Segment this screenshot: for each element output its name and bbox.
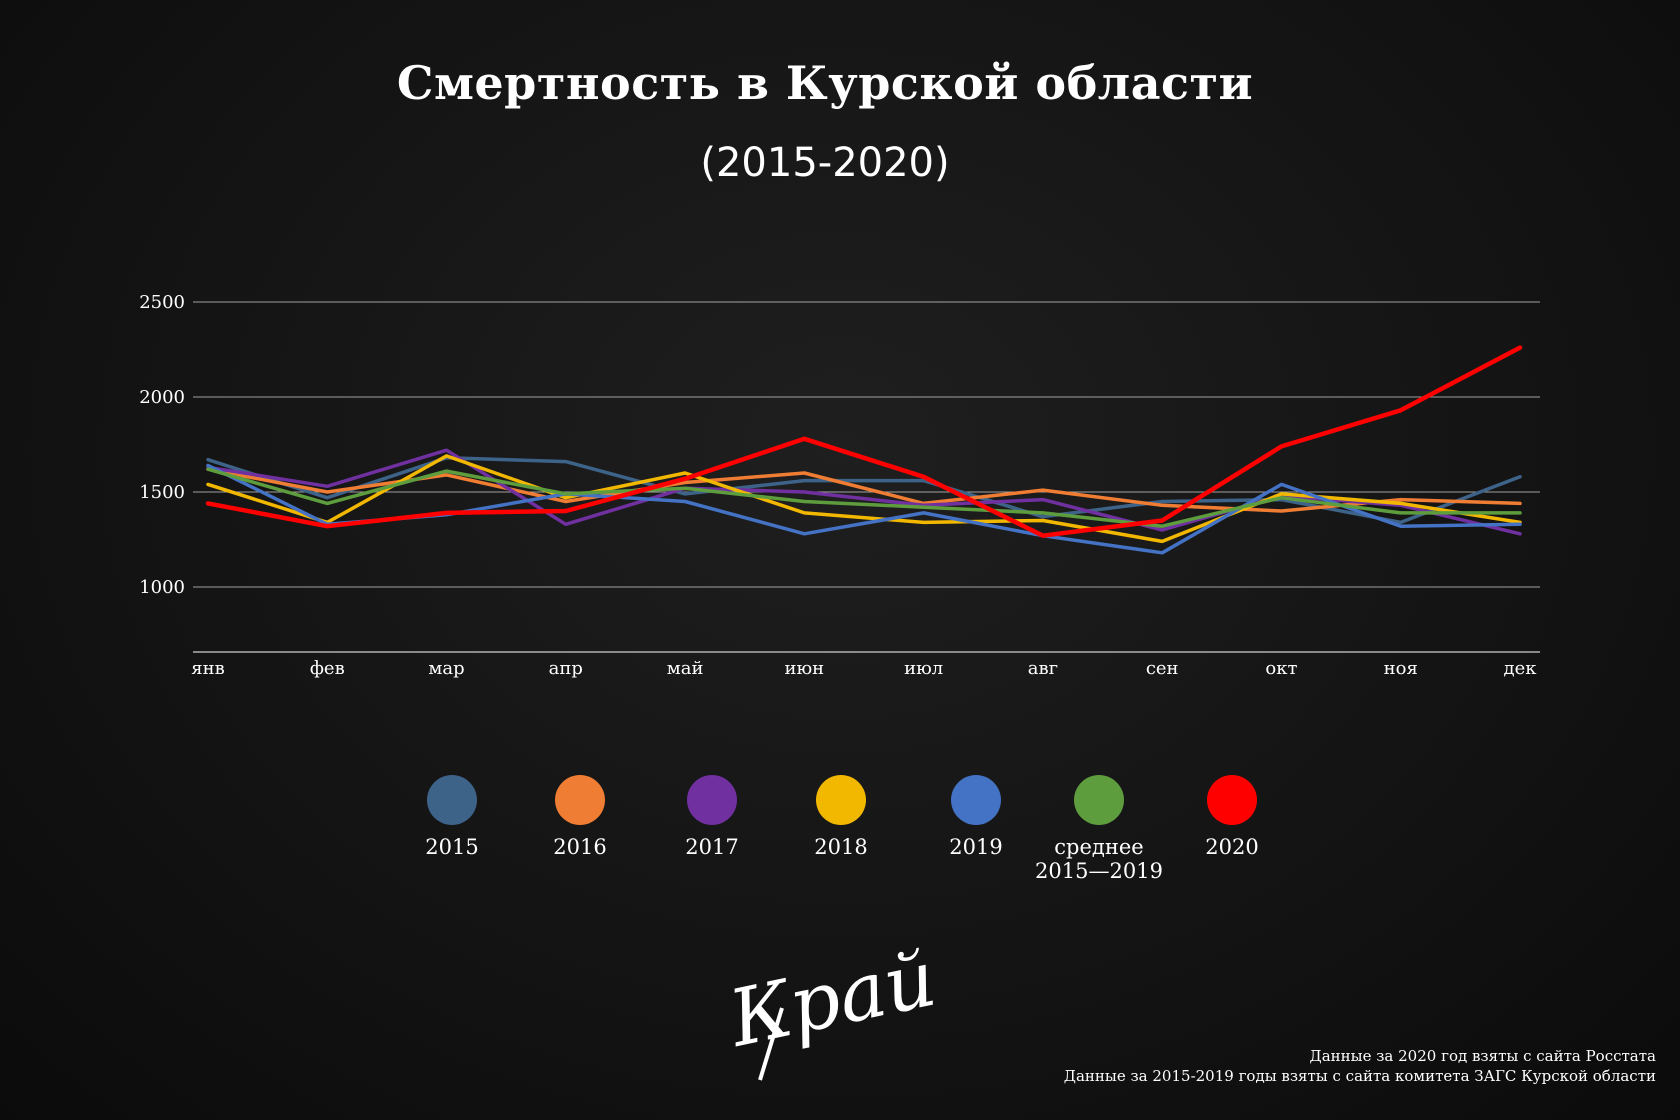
y-tick-label-2000: 2000 xyxy=(139,387,185,408)
series-line-среднее-2015-2019 xyxy=(206,467,1522,528)
legend-swatch xyxy=(687,775,737,825)
logo-text: Край xyxy=(720,934,943,1065)
source-line-rosstat: Данные за 2020 год взяты с сайта Росстат… xyxy=(1309,1047,1656,1065)
legend-label: 2016 xyxy=(553,835,607,859)
series-line-2018 xyxy=(206,454,1522,544)
data-source-note: Данные за 2020 год взяты с сайта Росстат… xyxy=(1064,1046,1656,1086)
x-tick-label-апр: апр xyxy=(549,658,583,679)
legend-swatch xyxy=(1074,775,1124,825)
legend-label: 2017 xyxy=(685,835,739,859)
legend-item-2015: 2015 xyxy=(372,775,532,859)
x-tick-label-май: май xyxy=(667,658,704,679)
series-line-2020 xyxy=(205,345,1523,538)
y-tick-label-1500: 1500 xyxy=(139,482,185,503)
legend-item-2017: 2017 xyxy=(632,775,792,859)
legend-swatch xyxy=(427,775,477,825)
chart-legend: 2015 2016 2017 2018 2019 среднее 2015—20… xyxy=(0,775,1680,895)
legend-label: 2015 xyxy=(425,835,479,859)
legend-swatch xyxy=(1207,775,1257,825)
legend-swatch xyxy=(555,775,605,825)
series-line-2017 xyxy=(206,448,1522,536)
series-line-2015 xyxy=(206,456,1522,525)
x-tick-label-янв: янв xyxy=(191,658,225,679)
legend-item-2018: 2018 xyxy=(761,775,921,859)
source-line-zags: Данные за 2015-2019 годы взяты с сайта к… xyxy=(1063,1067,1656,1085)
y-tick-label-1000: 1000 xyxy=(139,577,185,598)
legend-item-2019: 2019 xyxy=(896,775,1056,859)
legend-item-2016: 2016 xyxy=(500,775,660,859)
legend-label: 2020 xyxy=(1205,835,1259,859)
x-tick-label-дек: дек xyxy=(1504,658,1538,679)
legend-swatch xyxy=(951,775,1001,825)
chart-title: Смертность в Курской области xyxy=(396,56,1254,110)
legend-label: 2018 xyxy=(814,835,868,859)
chart-subtitle: (2015-2020) xyxy=(700,140,950,186)
x-tick-label-сен: сен xyxy=(1146,658,1179,679)
legend-item-2020: 2020 xyxy=(1152,775,1312,859)
legend-label: среднее 2015—2019 xyxy=(1035,835,1163,883)
y-tick-label-2500: 2500 xyxy=(139,292,185,313)
legend-swatch xyxy=(816,775,866,825)
krai-logo: Край xyxy=(720,934,943,1081)
legend-label: 2019 xyxy=(949,835,1003,859)
x-tick-label-мар: мар xyxy=(428,658,464,679)
legend-item-average: среднее 2015—2019 xyxy=(1019,775,1179,883)
line-chart: 1000 1500 2000 2500 янв фев мар апр май июн июл авг… xyxy=(139,292,1540,679)
x-tick-label-фев: фев xyxy=(310,658,345,679)
logo-stroke xyxy=(758,1007,784,1081)
x-tick-label-авг: авг xyxy=(1028,658,1058,679)
x-tick-label-окт: окт xyxy=(1265,658,1297,679)
x-tick-label-ноя: ноя xyxy=(1384,658,1418,679)
x-tick-label-июн: июн xyxy=(785,658,825,679)
x-tick-label-июл: июл xyxy=(904,658,943,679)
